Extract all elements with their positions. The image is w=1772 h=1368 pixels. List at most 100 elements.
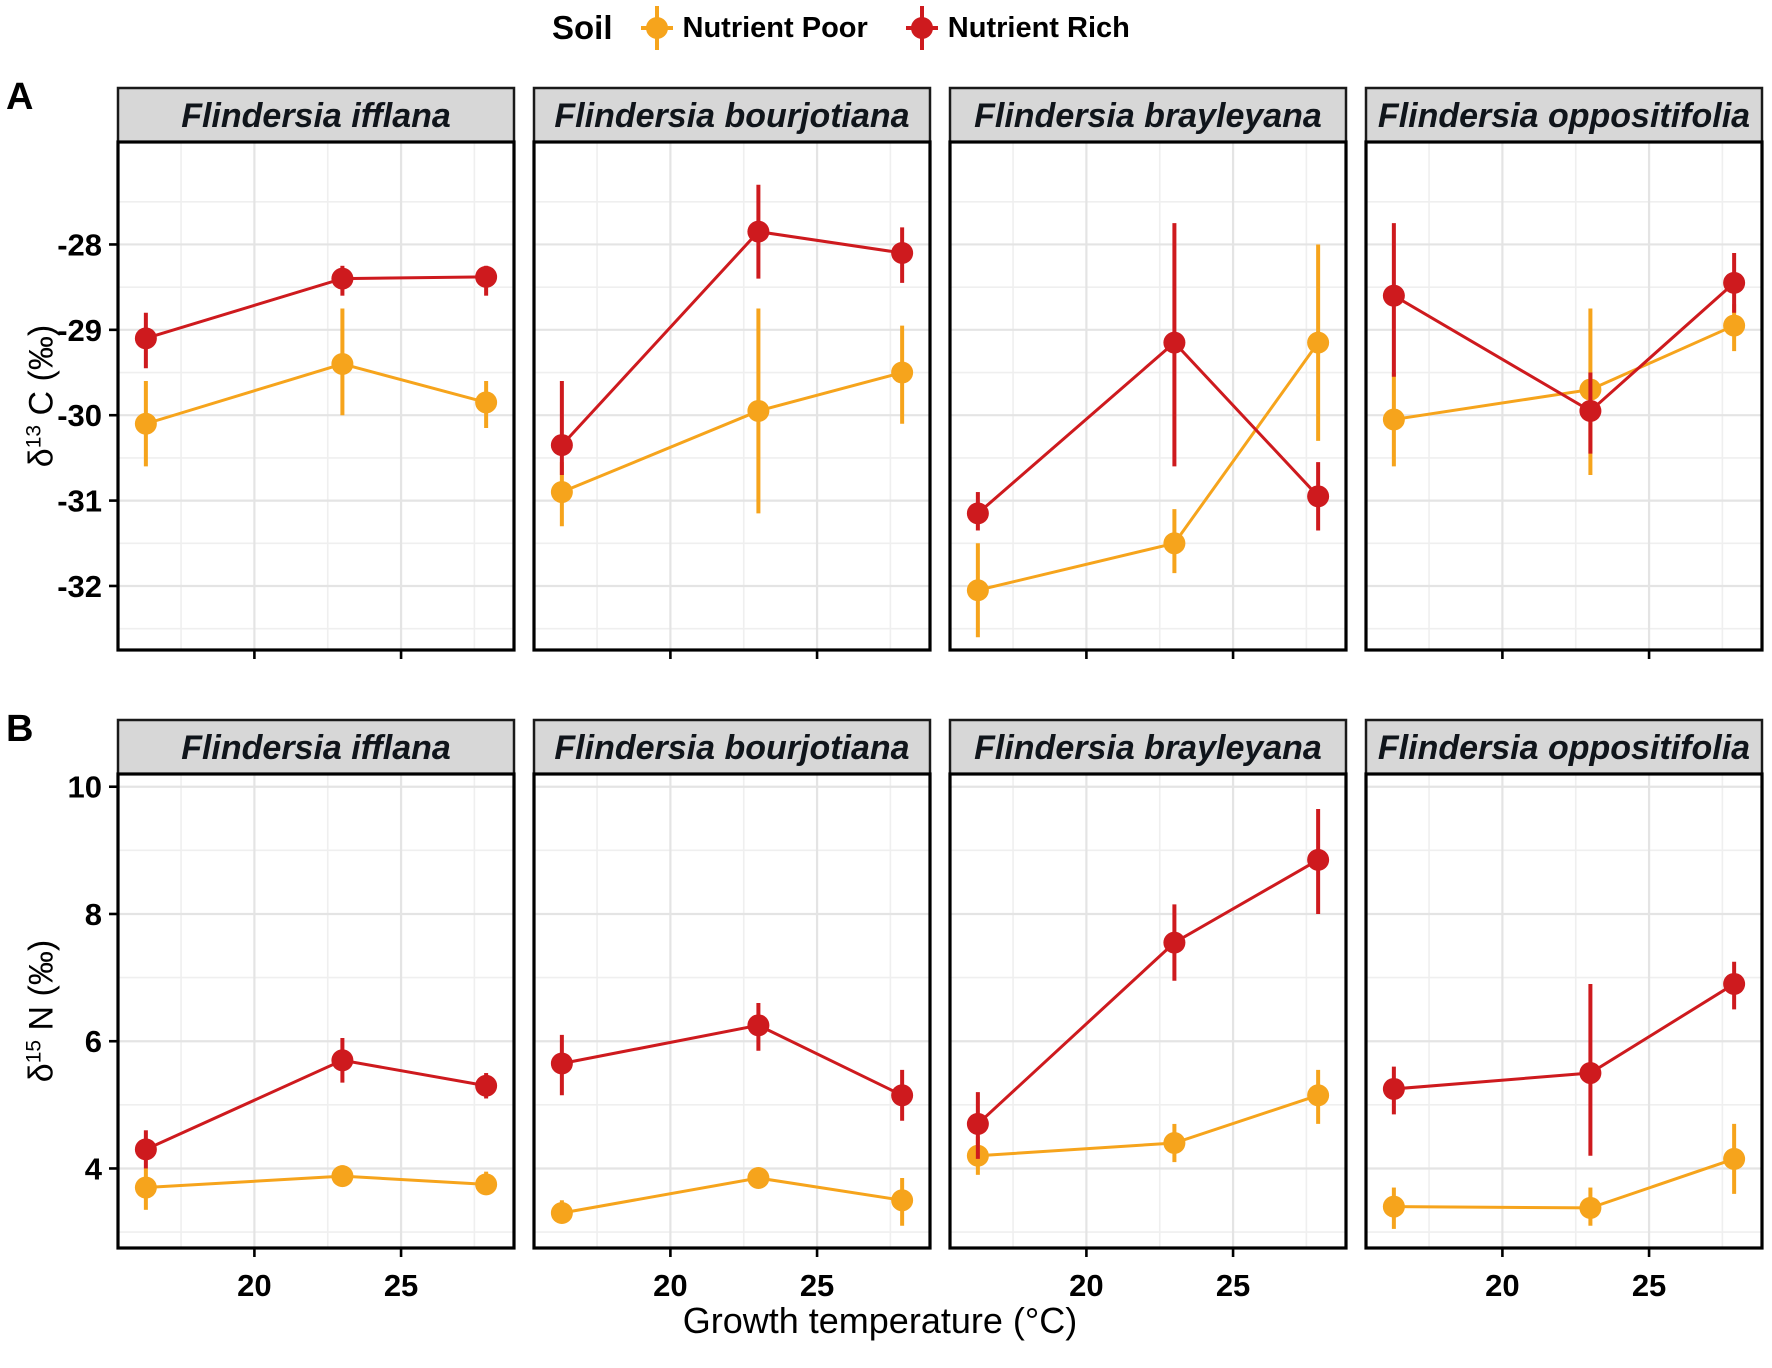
data-point [1723, 314, 1746, 337]
panel-border [1364, 772, 1764, 1250]
facet-title: Flindersia oppositifolia [1378, 97, 1750, 135]
panel-border [532, 140, 932, 652]
x-axis-label: Growth temperature (°C) [682, 1300, 1078, 1341]
data-point [1307, 331, 1330, 354]
data-point [134, 1176, 157, 1199]
data-point [475, 391, 498, 414]
facet-panel [534, 142, 930, 650]
nutrient-poor-pointrange-icon [640, 4, 673, 52]
data-point [331, 267, 354, 290]
data-point [475, 1074, 498, 1097]
x-tick-label: 25 [1632, 1268, 1666, 1303]
y-tick-label: -32 [57, 569, 102, 604]
series-nutrient-rich [550, 184, 914, 475]
data-point [1579, 1196, 1602, 1219]
x-tick-label: 20 [653, 1268, 687, 1303]
facet-4: Flindersia oppositifolia [1364, 86, 1764, 659]
y-tick-label: -29 [57, 313, 102, 348]
facet-2: Flindersia bourjotiana [532, 86, 932, 659]
data-point [891, 241, 914, 264]
data-point [1307, 1084, 1330, 1107]
data-point [1579, 1062, 1602, 1085]
x-tick-label: 20 [237, 1268, 271, 1303]
y-tick-label: 8 [85, 897, 102, 932]
facet-1: Flindersia ifflana 20 25 10 8 6 4 [68, 718, 516, 1303]
facet-panel [1366, 774, 1762, 1248]
data-point [1307, 848, 1330, 871]
series-nutrient-poor [966, 244, 1330, 638]
data-point [747, 1167, 770, 1190]
y-axis-label-delta13c: δ13 C (‰) [22, 325, 61, 467]
data-point [1307, 485, 1330, 508]
legend-item-nutrient-rich: Nutrient Rich [905, 4, 1130, 52]
legend-label-nutrient-rich: Nutrient Rich [947, 11, 1130, 44]
panel-border [116, 140, 516, 652]
facet-title: Flindersia brayleyana [974, 97, 1322, 135]
panel-label-b: B [6, 708, 34, 750]
facet-strip [948, 718, 1348, 776]
data-point [475, 265, 498, 288]
chart-row-A: Flindersia ifflana -28 -29 -30 -31 -32 Flinder… [57, 86, 1764, 659]
data-point [1382, 1077, 1405, 1100]
facet-title: Flindersia ifflana [181, 97, 451, 135]
y-tick-label: -28 [57, 227, 102, 262]
ylabel-prefix: δ [22, 448, 61, 468]
data-point [331, 1165, 354, 1188]
data-point [134, 327, 157, 350]
facet-strip [532, 86, 932, 144]
data-point [1382, 284, 1405, 307]
data-point [966, 502, 989, 525]
facet-title: Flindersia oppositifolia [1378, 729, 1750, 767]
series-nutrient-rich [1382, 223, 1746, 454]
facet-3: Flindersia brayleyana [948, 86, 1348, 659]
data-point [1579, 399, 1602, 422]
data-point [550, 434, 573, 457]
data-point [966, 1112, 989, 1135]
series-nutrient-rich [134, 265, 498, 369]
facet-title: Flindersia brayleyana [974, 729, 1322, 767]
point-glyph [645, 17, 668, 39]
panel-label-a: A [6, 76, 34, 118]
data-point [134, 412, 157, 435]
y-axis-label-delta15n: δ15 N (‰) [22, 940, 61, 1082]
x-tick-label: 20 [1069, 1268, 1103, 1303]
series-nutrient-rich [966, 223, 1330, 531]
facet-title: Flindersia bourjotiana [554, 729, 909, 767]
x-tick-label: 25 [1216, 1268, 1250, 1303]
soil-legend: Soil Nutrient Poor Nutrient Rich [552, 2, 1168, 54]
data-point [1723, 1147, 1746, 1170]
panel-border [948, 140, 1348, 652]
data-point [1723, 271, 1746, 294]
data-point [891, 1189, 914, 1212]
facet-panel [950, 774, 1346, 1248]
y-tick-label: 6 [85, 1024, 102, 1059]
facet-panel [118, 142, 514, 650]
y-tick-label: 4 [85, 1151, 103, 1186]
data-point [747, 399, 770, 422]
data-point [1723, 972, 1746, 995]
panel-border [948, 772, 1348, 1250]
y-tick-label: -31 [57, 484, 102, 519]
series-nutrient-rich [134, 1038, 498, 1169]
panel-border [532, 772, 932, 1250]
data-point [331, 1049, 354, 1072]
facet-strip [116, 86, 516, 144]
data-point [550, 481, 573, 504]
chart-row-B: Flindersia ifflana 20 25 10 8 6 4 Flindersia bo… [68, 718, 1764, 1303]
x-tick-label: 20 [1485, 1268, 1519, 1303]
facet-panel [534, 774, 930, 1248]
facet-strip [1364, 86, 1764, 144]
nutrient-rich-pointrange-icon [905, 4, 938, 52]
facet-3: Flindersia brayleyana 20 25 [948, 718, 1348, 1303]
legend-title: Soil [552, 9, 613, 46]
data-point [475, 1173, 498, 1196]
data-point [1163, 1132, 1186, 1155]
ylabel-superscript: 13 [22, 424, 46, 449]
data-point [1163, 931, 1186, 954]
y-tick-label: -30 [57, 398, 102, 433]
facet-panel [950, 142, 1346, 650]
data-point [550, 1202, 573, 1225]
data-point [891, 1084, 914, 1107]
panel-border [116, 772, 516, 1250]
